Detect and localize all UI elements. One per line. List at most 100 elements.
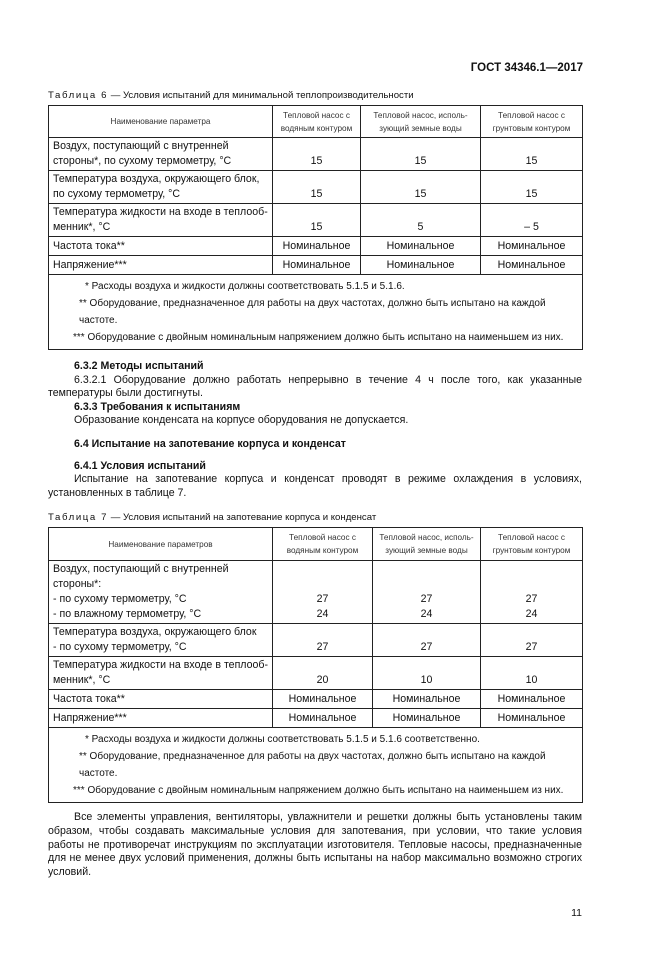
- footnote: *** Оборудование с двойным номинальным н…: [73, 332, 564, 343]
- row-label: Напряжение***: [48, 255, 273, 275]
- cell: 15: [272, 203, 361, 237]
- cell: 10: [372, 656, 481, 691]
- row-label: Воздух, поступающий с внутренней стороны…: [48, 560, 273, 625]
- cell: Номинальное: [480, 689, 583, 710]
- cell: 27 24: [272, 560, 373, 625]
- table-6: Наименование параметра Тепловой насос с …: [48, 105, 583, 350]
- column-header: Тепловой насос, исполь-зующий земные вод…: [372, 527, 481, 562]
- row-label: Температура жидкости на входе в теплооб-…: [48, 656, 273, 691]
- cell: Номинальное: [372, 689, 481, 710]
- footnote: ** Оборудование, предназначенное для раб…: [79, 751, 546, 780]
- closing-paragraph: Все элементы управления, вентиляторы, ув…: [48, 811, 582, 878]
- table-row: Частота тока** Номинальное Номинальное Номи…: [48, 689, 583, 710]
- row-label: Воздух, поступающий с внутренней стороны…: [48, 137, 273, 171]
- value: 24: [316, 608, 329, 621]
- cell: Номинальное: [272, 255, 361, 275]
- cell: 15: [360, 170, 481, 204]
- cell: Номинальное: [272, 689, 373, 710]
- cell: Номинальное: [480, 236, 583, 256]
- row-label: Температура воздуха, окружающего блок, п…: [48, 170, 273, 204]
- cell: 5: [360, 203, 481, 237]
- column-header: Тепловой насос с водяным контуром: [272, 105, 361, 138]
- row-label-main: Температура воздуха, окружающего блок: [53, 626, 257, 639]
- value: 24: [420, 608, 433, 621]
- cell: 10: [480, 656, 583, 691]
- cell: 27 24: [480, 560, 583, 625]
- table-row: Частота тока** Номинальное Номинальное Номи…: [48, 236, 583, 256]
- table-row: Воздух, поступающий с внутренней стороны…: [48, 137, 583, 171]
- standard-number: ГОСТ 34346.1—2017: [470, 62, 583, 74]
- table-row: Температура воздуха, окружающего блок - п…: [48, 623, 583, 658]
- page-number: 11: [571, 907, 582, 920]
- table-header-row: Наименование параметра Тепловой насос с …: [48, 105, 583, 138]
- row-label-sub: - по влажному термометру, °С: [53, 608, 202, 621]
- table-row: Напряжение*** Номинальное Номинальное Номин…: [48, 255, 583, 275]
- cell: Номинальное: [272, 708, 373, 729]
- value: 24: [525, 608, 538, 621]
- table6-caption: Таблица 6 — Условия испытаний для минима…: [48, 90, 582, 101]
- column-header: Тепловой насос, исполь-зующий земные вод…: [360, 105, 481, 138]
- cell: 15: [272, 137, 361, 171]
- caption-text: — Условия испытаний на запотевание корпу…: [108, 512, 377, 524]
- cell: 15: [360, 137, 481, 171]
- column-header: Тепловой насос с грунтовым контуром: [480, 105, 583, 138]
- footnotes-row: * Расходы воздуха и жидкости должны соот…: [48, 727, 583, 804]
- cell: Номинальное: [360, 236, 481, 256]
- table-row: Температура жидкости на входе в теплооб-…: [48, 203, 583, 237]
- row-label: Частота тока**: [48, 236, 273, 256]
- cell: 15: [480, 137, 583, 171]
- cell: Номинальное: [372, 708, 481, 729]
- cell: 27: [480, 623, 583, 658]
- cell: Номинальное: [272, 236, 361, 256]
- row-label: Напряжение***: [48, 708, 273, 729]
- section-6-3: 6.3.2 Методы испытаний 6.3.2.1 Оборудова…: [48, 360, 582, 500]
- cell: 20: [272, 656, 373, 691]
- cell: Номинальное: [480, 708, 583, 729]
- cell: 27 24: [372, 560, 481, 625]
- footnote: ** Оборудование, предназначенное для раб…: [79, 298, 546, 326]
- cell: Номинальное: [480, 255, 583, 275]
- table-row: Температура воздуха, окружающего блок, п…: [48, 170, 583, 204]
- paragraph: Образование конденсата на корпусе оборуд…: [74, 414, 409, 427]
- column-header: Наименование параметров: [48, 527, 273, 562]
- section-heading: 6.3.2 Методы испытаний: [74, 360, 204, 372]
- table7-caption: Таблица 7 — Условия испытаний на запотев…: [48, 512, 582, 523]
- paragraph: Испытание на запотевание корпуса и конде…: [48, 473, 582, 499]
- caption-label: Таблица 7: [48, 512, 109, 524]
- caption-label: Таблица 6: [48, 90, 109, 101]
- caption-text: — Условия испытаний для минимальной тепл…: [108, 90, 414, 101]
- table-row: Температура жидкости на входе в теплооб-…: [48, 656, 583, 691]
- paragraph: 6.3.2.1 Оборудование должно работать неп…: [48, 373, 582, 400]
- row-label-sub: - по сухому термометру, °С: [53, 593, 187, 606]
- value: 27: [316, 593, 329, 606]
- cell: Номинальное: [360, 255, 481, 275]
- cell: – 5: [480, 203, 583, 237]
- row-label-sub: - по сухому термометру, °С: [53, 641, 187, 654]
- row-label: Частота тока**: [48, 689, 273, 710]
- row-label-main: Воздух, поступающий с внутренней стороны…: [53, 563, 229, 591]
- value: 27: [420, 593, 433, 606]
- footnote: * Расходы воздуха и жидкости должны соот…: [85, 734, 480, 746]
- row-label: Температура воздуха, окружающего блок - п…: [48, 623, 273, 658]
- footnotes: * Расходы воздуха и жидкости должны соот…: [48, 727, 583, 804]
- column-header: Наименование параметра: [48, 105, 273, 138]
- section-heading: 6.3.3 Требования к испытаниям: [74, 400, 241, 413]
- cell: 27: [272, 623, 373, 658]
- column-header: Тепловой насос с водяным контуром: [272, 527, 373, 562]
- value: 27: [525, 593, 538, 606]
- footnotes-row: * Расходы воздуха и жидкости должны соот…: [48, 274, 583, 350]
- cell: 27: [372, 623, 481, 658]
- section-heading: 6.4 Испытание на запотевание корпуса и к…: [74, 437, 346, 450]
- cell: 15: [480, 170, 583, 204]
- row-label: Температура жидкости на входе в теплооб-…: [48, 203, 273, 237]
- column-header: Тепловой насос с грунтовым контуром: [480, 527, 583, 562]
- cell: 15: [272, 170, 361, 204]
- table-row: Воздух, поступающий с внутренней стороны…: [48, 560, 583, 625]
- footnotes: * Расходы воздуха и жидкости должны соот…: [48, 274, 583, 350]
- table-header-row: Наименование параметров Тепловой насос с…: [48, 527, 583, 562]
- table-row: Напряжение*** Номинальное Номинальное Номин…: [48, 708, 583, 729]
- footnote: *** Оборудование с двойным номинальным н…: [73, 785, 564, 797]
- section-heading: 6.4.1 Условия испытаний: [74, 459, 206, 472]
- table-7: Наименование параметров Тепловой насос с…: [48, 527, 583, 804]
